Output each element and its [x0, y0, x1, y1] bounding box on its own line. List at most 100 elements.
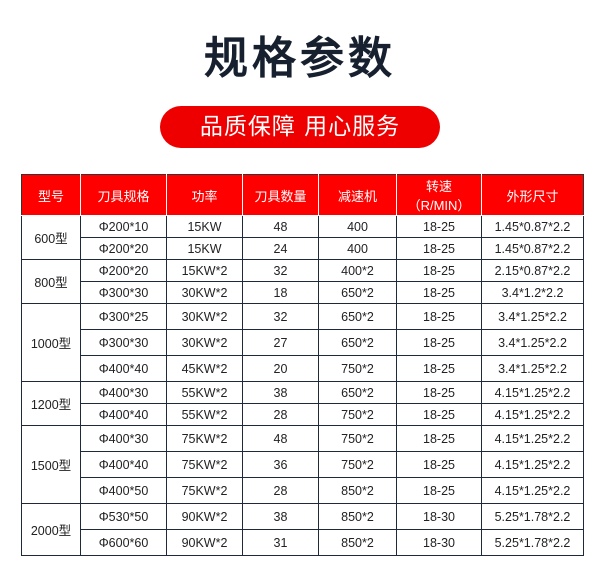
table-cell: Φ300*30	[80, 329, 167, 356]
table-cell: 650*2	[318, 303, 397, 330]
table-row: Φ600*60 90KW*2 31 850*2 18-30 5.25*1.78*2.2	[22, 529, 584, 556]
table-cell: 5.25*1.78*2.2	[481, 503, 584, 530]
table-cell: 750*2	[318, 355, 397, 382]
table-cell: 55KW*2	[166, 403, 243, 426]
model-cell: 600型	[21, 215, 81, 260]
table-cell: 5.25*1.78*2.2	[481, 529, 584, 556]
table-cell: 24	[242, 237, 319, 260]
table-cell: 20	[242, 355, 319, 382]
table-cell: 750*2	[318, 425, 397, 452]
table-cell: 28	[242, 403, 319, 426]
column-header: 功率	[166, 174, 243, 216]
table-cell: 90KW*2	[166, 503, 243, 530]
table-cell: 18-25	[396, 303, 482, 330]
table-row: 800型 Φ200*20 15KW*2 32 400*2 18-25 2.15*0.87*2…	[21, 259, 584, 304]
table-header-row: 型号 刀具规格 功率 刀具数量 减速机 转速（R/MIN） 外形尺寸	[21, 174, 584, 216]
table-cell: 18-25	[396, 281, 482, 304]
table-cell: Φ400*40	[80, 355, 167, 382]
table-row: 600型 Φ200*10 15KW 48 400 18-25 1.45*0.87*2.2	[21, 215, 584, 260]
table-row: Φ300*30 30KW*2 27 650*2 18-25 3.4*1.25*2.2	[22, 329, 584, 356]
table-cell: 18	[242, 281, 319, 304]
table-cell: 15KW	[166, 237, 243, 260]
table-cell: 400	[318, 215, 397, 238]
table-cell: 75KW*2	[166, 451, 243, 478]
table-cell: Φ530*50	[80, 503, 167, 530]
column-header: 刀具数量	[242, 174, 319, 216]
table-cell: 18-30	[396, 503, 482, 530]
table-cell: 18-25	[396, 237, 482, 260]
page-title: 规格参数	[204, 33, 396, 84]
table-cell: Φ200*20	[80, 259, 167, 282]
table-cell: 750*2	[318, 403, 397, 426]
table-cell: 4.15*1.25*2.2	[481, 381, 584, 404]
table-cell: Φ200*10	[80, 215, 167, 238]
table-cell: 32	[242, 303, 319, 330]
table-cell: 850*2	[318, 477, 397, 504]
table-cell: 36	[242, 451, 319, 478]
table-cell: 30KW*2	[166, 303, 243, 330]
table-cell: 3.4*1.2*2.2	[481, 281, 584, 304]
model-cell: 800型	[21, 259, 81, 304]
table-cell: 650*2	[318, 281, 397, 304]
table-cell: 3.4*1.25*2.2	[481, 355, 584, 382]
table-row: Φ400*40 45KW*2 20 750*2 18-25 3.4*1.25*2.2	[22, 355, 584, 382]
table-cell: 4.15*1.25*2.2	[481, 451, 584, 478]
table-row: Φ400*50 75KW*2 28 850*2 18-25 4.15*1.25*2.2	[22, 477, 584, 504]
table-cell: 1.45*0.87*2.2	[481, 237, 584, 260]
table-cell: 18-25	[396, 451, 482, 478]
table-cell: 1.45*0.87*2.2	[481, 215, 584, 238]
table-cell: 38	[242, 381, 319, 404]
table-cell: 3.4*1.25*2.2	[481, 303, 584, 330]
column-header: 外形尺寸	[481, 174, 584, 216]
table-cell: 75KW*2	[166, 425, 243, 452]
table-cell: 38	[242, 503, 319, 530]
table-cell: 400*2	[318, 259, 397, 282]
table-cell: Φ400*50	[80, 477, 167, 504]
model-cell: 2000型	[21, 503, 81, 556]
slogan-banner: 品质保障 用心服务	[160, 106, 440, 148]
table-cell: 30KW*2	[166, 281, 243, 304]
table-row: 2000型 Φ530*50 90KW*2 38 850*2 18-30 5.25*1.78*…	[21, 503, 584, 556]
table-cell: 18-25	[396, 215, 482, 238]
table-cell: 90KW*2	[166, 529, 243, 556]
table-row: Φ200*20 15KW 24 400 18-25 1.45*0.87*2.2	[22, 237, 584, 260]
table-cell: 18-25	[396, 477, 482, 504]
table-cell: 30KW*2	[166, 329, 243, 356]
column-header: 型号	[21, 174, 81, 216]
table-cell: 75KW*2	[166, 477, 243, 504]
table-cell: 850*2	[318, 529, 397, 556]
table-cell: 32	[242, 259, 319, 282]
table-cell: 18-25	[396, 425, 482, 452]
table-cell: Φ200*20	[80, 237, 167, 260]
table-cell: 850*2	[318, 503, 397, 530]
column-header: 减速机	[318, 174, 397, 216]
table-cell: Φ300*25	[80, 303, 167, 330]
table-row: Φ400*40 75KW*2 36 750*2 18-25 4.15*1.25*2.2	[22, 451, 584, 478]
table-cell: 750*2	[318, 451, 397, 478]
table-cell: 45KW*2	[166, 355, 243, 382]
spec-table: 型号 刀具规格 功率 刀具数量 减速机 转速（R/MIN） 外形尺寸 600型 Φ200*10…	[21, 174, 584, 556]
table-cell: 18-25	[396, 355, 482, 382]
table-cell: Φ400*30	[80, 381, 167, 404]
model-cell: 1500型	[21, 425, 81, 504]
model-cell: 1200型	[21, 381, 81, 426]
table-cell: 400	[318, 237, 397, 260]
table-row: Φ400*40 55KW*2 28 750*2 18-25 4.15*1.25*2.2	[22, 403, 584, 426]
table-cell: 650*2	[318, 381, 397, 404]
table-cell: Φ600*60	[80, 529, 167, 556]
table-cell: 650*2	[318, 329, 397, 356]
table-cell: 31	[242, 529, 319, 556]
table-cell: 4.15*1.25*2.2	[481, 477, 584, 504]
table-cell: 27	[242, 329, 319, 356]
table-cell: 15KW*2	[166, 259, 243, 282]
table-cell: Φ400*40	[80, 403, 167, 426]
table-cell: Φ400*30	[80, 425, 167, 452]
table-cell: 28	[242, 477, 319, 504]
table-cell: 48	[242, 425, 319, 452]
table-row: 1200型 Φ400*30 55KW*2 38 650*2 18-25 4.15*1.25*…	[21, 381, 584, 426]
table-cell: 48	[242, 215, 319, 238]
table-cell: 3.4*1.25*2.2	[481, 329, 584, 356]
table-cell: 18-25	[396, 381, 482, 404]
table-cell: Φ400*40	[80, 451, 167, 478]
column-header: 转速（R/MIN）	[396, 174, 482, 216]
